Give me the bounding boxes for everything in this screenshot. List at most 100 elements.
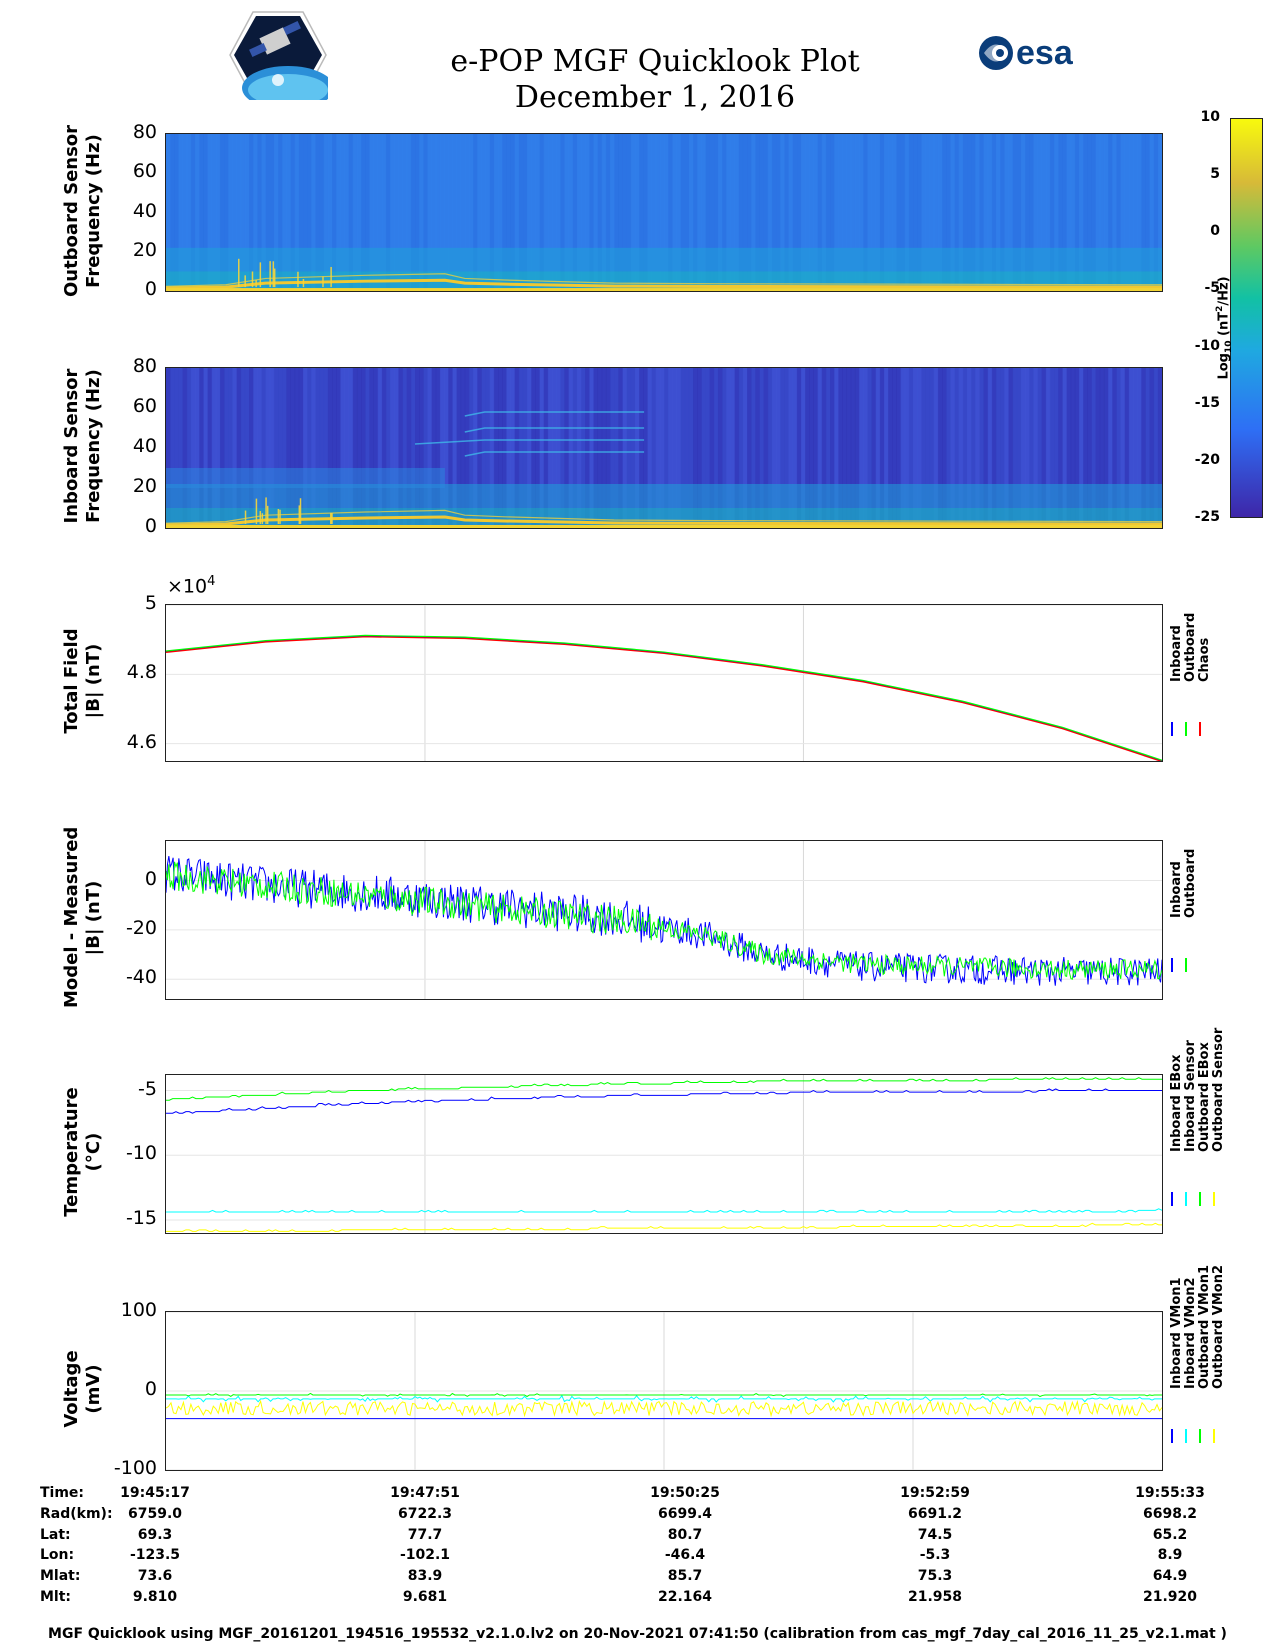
series-line-inboard <box>166 856 1162 986</box>
spectrogram-column <box>452 134 457 291</box>
spectrogram-column <box>257 134 262 291</box>
spectrogram-column <box>751 368 756 528</box>
spectrogram-column <box>543 368 549 528</box>
spectrogram-column <box>439 368 445 528</box>
ephemeris-cell: 64.9 <box>1152 1568 1188 1585</box>
spectrogram-column <box>962 134 968 291</box>
spectrogram-column <box>502 134 507 291</box>
spectrogram-column <box>1033 134 1038 291</box>
spectrogram-column <box>489 368 495 528</box>
inboard-spectrogram-plot <box>166 368 1162 528</box>
spectrogram-column <box>452 368 457 528</box>
series-line-outboard <box>166 861 1162 981</box>
spectrogram-column <box>780 368 785 528</box>
spectrogram-column <box>929 134 935 291</box>
colorbar-tick-label: -20 <box>1194 451 1220 468</box>
spectrogram-column <box>946 134 951 291</box>
spectrogram-column <box>195 134 200 291</box>
spectrogram-column <box>680 134 686 291</box>
spectrogram-column <box>962 368 968 528</box>
spectrogram-column <box>643 368 648 528</box>
spectrogram-column <box>419 134 424 291</box>
spectrogram-column <box>942 368 947 528</box>
spectrogram-column <box>228 368 233 528</box>
spectrogram-column <box>1103 134 1109 291</box>
model-minus-measured-plot <box>166 841 1162 999</box>
spectrogram-column <box>966 368 972 528</box>
spectrogram-column <box>527 134 532 291</box>
spectrogram-column <box>796 368 802 528</box>
spectrogram-column <box>356 134 362 291</box>
spectrogram-column <box>344 368 350 528</box>
spectrogram-column <box>701 368 706 528</box>
spectrogram-column <box>975 368 980 528</box>
spectrogram-column <box>776 368 781 528</box>
spectrogram-column <box>996 134 1001 291</box>
spectrogram-column <box>668 368 673 528</box>
spectrogram-column <box>464 134 470 291</box>
spectrogram-column <box>875 134 881 291</box>
ephemeris-row-label: Mlt: <box>40 1589 72 1605</box>
spectrogram-column <box>381 368 387 528</box>
spectrogram-column <box>311 134 316 291</box>
spectrogram-column <box>444 368 449 528</box>
spectrogram-column <box>1012 134 1018 291</box>
y-tick-label: -10 <box>125 1142 157 1165</box>
ephemeris-cell: 21.920 <box>1142 1589 1198 1605</box>
spectrogram-column <box>1087 368 1092 528</box>
spectrogram-column <box>771 134 777 291</box>
spectrogram-column <box>747 134 752 291</box>
y-tick-label: -100 <box>113 1457 157 1479</box>
spectrogram-column <box>776 134 781 291</box>
ephemeris-cell: 74.5 <box>917 1526 953 1543</box>
spectrogram-column <box>784 368 789 528</box>
spectrogram-column <box>195 368 200 528</box>
y-tick-label: -40 <box>125 966 157 989</box>
spectrogram-column <box>908 134 914 291</box>
spectrogram-column <box>655 134 661 291</box>
spectrogram-column <box>684 368 690 528</box>
colorbar <box>1230 118 1263 518</box>
spectrogram-column <box>174 134 179 291</box>
spectrogram-column <box>722 368 727 528</box>
spectrogram-column <box>1108 368 1113 528</box>
total-field-panel <box>165 604 1163 762</box>
spectrogram-column <box>954 368 960 528</box>
ephemeris-cell: 83.9 <box>407 1568 443 1585</box>
spectrogram-column <box>610 368 615 528</box>
spectrogram-column <box>651 134 657 291</box>
spectrogram-column <box>971 134 976 291</box>
spectrogram-column <box>244 368 250 528</box>
series-line-outboard-sensor <box>166 1222 1162 1232</box>
spectrogram-column <box>510 134 516 291</box>
legend-entry: Inboard EBox <box>1169 1054 1184 1152</box>
ephemeris-cell: 19:50:25 <box>650 1485 720 1501</box>
spectrogram-column <box>763 368 769 528</box>
spectrogram-column <box>551 368 557 528</box>
spectrogram-column <box>1083 368 1088 528</box>
spectrogram-column <box>892 368 897 528</box>
temperature-plot <box>166 1075 1162 1233</box>
spectrogram-column <box>522 368 528 528</box>
spectrogram-column <box>958 134 964 291</box>
spectrogram-column <box>352 368 358 528</box>
spectrogram-column <box>1112 134 1117 291</box>
spectrogram-column <box>809 134 814 291</box>
spectrogram-column <box>618 134 623 291</box>
spectrogram-column <box>1087 134 1092 291</box>
spectrogram-column <box>369 134 374 291</box>
spectrogram-column <box>759 368 765 528</box>
spectrogram-column <box>186 368 192 528</box>
spectrogram-column <box>672 134 677 291</box>
spectrogram-column <box>564 368 570 528</box>
spectrogram-harmonic <box>464 427 645 433</box>
spectrogram-column <box>498 134 503 291</box>
spectrogram-column <box>1132 368 1138 528</box>
spectrogram-column <box>402 134 408 291</box>
spectrogram-column <box>1149 368 1155 528</box>
y-tick-label: 100 <box>120 1299 157 1321</box>
spectrogram-column <box>1141 368 1146 528</box>
spectrogram-column <box>1033 368 1038 528</box>
spectrogram-column <box>219 134 225 291</box>
spectrogram-column <box>1128 134 1134 291</box>
